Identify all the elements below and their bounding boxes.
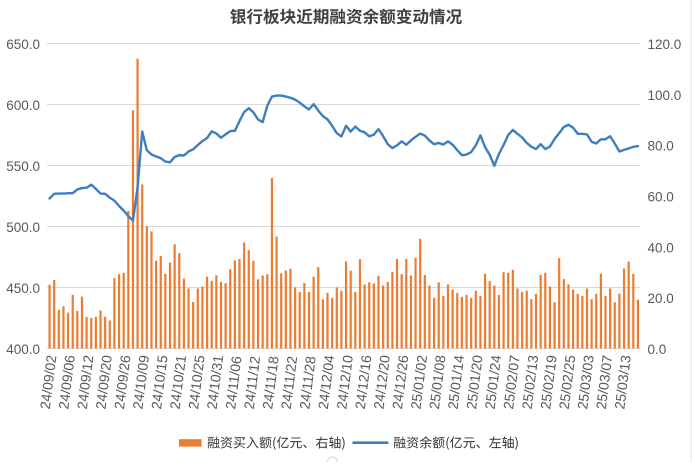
svg-text:25/03/03: 25/03/03 [574, 354, 597, 410]
svg-text:500.0: 500.0 [6, 220, 40, 235]
svg-text:25/03/13: 25/03/13 [611, 354, 634, 410]
svg-text:100.0: 100.0 [648, 88, 682, 103]
svg-text:0.0: 0.0 [648, 342, 667, 357]
svg-text:400.0: 400.0 [6, 342, 40, 357]
svg-text:24/10/31: 24/10/31 [204, 354, 227, 410]
svg-text:25/02/25: 25/02/25 [556, 354, 579, 410]
svg-text:60.0: 60.0 [648, 190, 674, 205]
svg-text:25/02/07: 25/02/07 [500, 354, 523, 410]
svg-text:25/02/13: 25/02/13 [519, 354, 542, 410]
svg-text:24/11/22: 24/11/22 [278, 355, 300, 410]
svg-text:25/02/19: 25/02/19 [537, 354, 560, 410]
svg-text:550.0: 550.0 [6, 159, 40, 174]
svg-text:24/09/26: 24/09/26 [111, 354, 134, 410]
svg-text:24/11/28: 24/11/28 [296, 355, 318, 410]
svg-text:24/12/04: 24/12/04 [315, 354, 338, 410]
svg-text:120.0: 120.0 [648, 37, 682, 52]
svg-text:24/09/12: 24/09/12 [74, 354, 97, 410]
svg-text:24/10/25: 24/10/25 [185, 354, 208, 410]
svg-text:24/12/10: 24/12/10 [333, 354, 356, 410]
svg-text:650.0: 650.0 [6, 37, 40, 52]
svg-text:24/10/15: 24/10/15 [148, 354, 171, 410]
svg-text:24/11/12: 24/11/12 [241, 355, 263, 410]
svg-text:600.0: 600.0 [6, 98, 40, 113]
svg-text:24/11/06: 24/11/06 [222, 355, 244, 410]
svg-text:450.0: 450.0 [6, 281, 40, 296]
svg-text:24/12/26: 24/12/26 [389, 354, 412, 410]
svg-text:25/01/14: 25/01/14 [445, 354, 468, 410]
svg-text:20.0: 20.0 [648, 291, 674, 306]
svg-text:24/09/20: 24/09/20 [92, 354, 115, 410]
svg-text:24/11/18: 24/11/18 [259, 355, 281, 410]
svg-text:25/01/08: 25/01/08 [426, 354, 449, 410]
svg-text:40.0: 40.0 [648, 240, 674, 255]
svg-text:25/01/24: 25/01/24 [482, 354, 505, 410]
svg-text:24/12/20: 24/12/20 [370, 354, 393, 410]
svg-text:24/09/02: 24/09/02 [37, 354, 60, 410]
svg-text:25/01/20: 25/01/20 [463, 354, 486, 410]
svg-text:24/09/06: 24/09/06 [55, 354, 78, 410]
svg-text:24/12/16: 24/12/16 [352, 354, 375, 410]
svg-text:25/03/07: 25/03/07 [593, 354, 616, 410]
svg-text:24/10/21: 24/10/21 [167, 354, 190, 410]
svg-text:80.0: 80.0 [648, 139, 674, 154]
svg-text:24/10/09: 24/10/09 [130, 354, 153, 410]
svg-text:25/01/02: 25/01/02 [407, 354, 430, 410]
